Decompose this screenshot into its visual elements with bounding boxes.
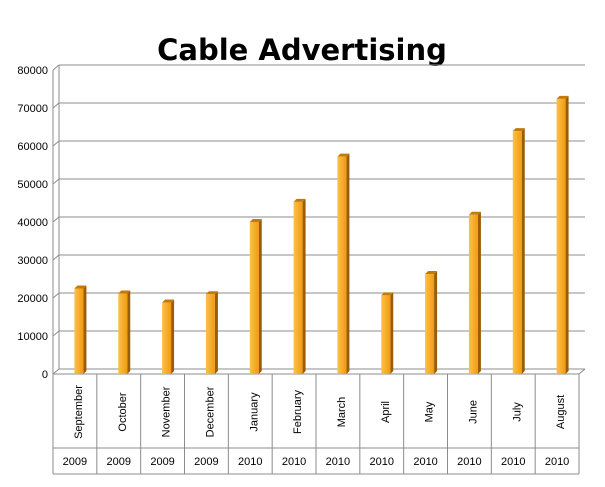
gridline bbox=[52, 330, 585, 337]
y-tick-label: 20000 bbox=[17, 293, 48, 305]
bar bbox=[293, 198, 306, 374]
gridline bbox=[52, 254, 585, 261]
bar bbox=[381, 292, 394, 374]
gridline bbox=[52, 140, 585, 147]
year-label: 2010 bbox=[501, 456, 525, 468]
y-tick-label: 0 bbox=[42, 369, 48, 381]
year-label: 2010 bbox=[370, 456, 394, 468]
gridlines bbox=[52, 64, 586, 375]
gridline bbox=[52, 64, 585, 71]
year-label: 2010 bbox=[457, 456, 481, 468]
gridline bbox=[52, 178, 585, 185]
year-label: 2009 bbox=[150, 456, 174, 468]
bar bbox=[205, 291, 218, 374]
x-tick-label: December bbox=[204, 386, 216, 437]
chart-title: Cable Advertising bbox=[157, 33, 447, 67]
year-label: 2009 bbox=[194, 456, 218, 468]
bar bbox=[162, 299, 175, 374]
bar bbox=[425, 271, 438, 374]
bar bbox=[249, 219, 262, 374]
bar bbox=[556, 95, 569, 374]
y-tick-label: 40000 bbox=[17, 217, 48, 229]
x-tick-label: November bbox=[161, 386, 173, 437]
y-tick-label: 60000 bbox=[17, 141, 48, 153]
gridline bbox=[52, 292, 585, 299]
year-label: 2010 bbox=[326, 456, 350, 468]
y-tick-label: 80000 bbox=[17, 65, 48, 77]
year-label: 2010 bbox=[413, 456, 437, 468]
category-table: September October November December January F… bbox=[52, 374, 580, 475]
y-tick-label: 10000 bbox=[17, 331, 48, 343]
y-tick-label: 30000 bbox=[17, 255, 48, 267]
y-tick-label: 70000 bbox=[17, 103, 48, 115]
x-tick-label: March bbox=[336, 397, 348, 428]
bar bbox=[118, 290, 131, 374]
y-tick-label: 50000 bbox=[17, 179, 48, 191]
x-tick-label: July bbox=[511, 402, 523, 422]
x-tick-label: October bbox=[117, 392, 129, 431]
year-label: 2009 bbox=[63, 456, 87, 468]
x-tick-label: September bbox=[73, 385, 85, 439]
year-label: 2009 bbox=[107, 456, 131, 468]
gridline bbox=[52, 102, 585, 109]
gridline bbox=[52, 368, 585, 375]
x-tick-label: June bbox=[467, 400, 479, 424]
year-label: 2010 bbox=[545, 456, 569, 468]
bar bbox=[468, 211, 481, 374]
year-label: 2010 bbox=[282, 456, 306, 468]
bars bbox=[74, 95, 569, 374]
gridline bbox=[52, 216, 585, 223]
x-tick-label: January bbox=[248, 392, 260, 432]
x-tick-label: May bbox=[424, 401, 436, 422]
x-tick-label: April bbox=[380, 401, 392, 423]
y-axis-ticks: 0 10000 20000 30000 40000 50000 60000 70000 8000… bbox=[17, 65, 48, 381]
x-tick-label: August bbox=[555, 395, 567, 429]
year-label: 2010 bbox=[238, 456, 262, 468]
bar bbox=[74, 285, 87, 374]
x-tick-label: February bbox=[292, 389, 304, 434]
bar bbox=[337, 153, 350, 374]
bar bbox=[512, 128, 525, 374]
